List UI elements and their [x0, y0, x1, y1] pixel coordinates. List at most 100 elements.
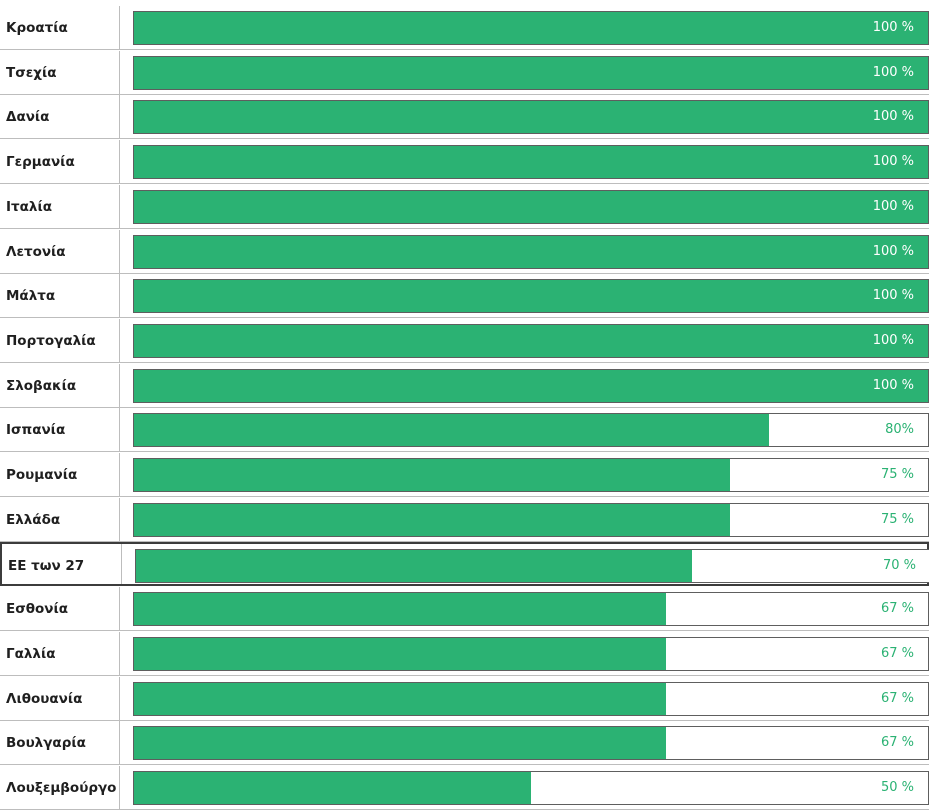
chart-row: Ρουμανία 75 % — [0, 453, 929, 497]
chart-row: Βουλγαρία 67 % — [0, 721, 929, 766]
value-label: 100 % — [872, 20, 914, 35]
chart-row: Δανία 100 % — [0, 95, 929, 140]
category-label: Κροατία — [6, 20, 68, 36]
chart-row: Ελλάδα 75 % — [0, 497, 929, 542]
row-divider — [119, 50, 120, 94]
value-label: 75 % — [880, 467, 914, 482]
value-label: 70 % — [882, 558, 916, 574]
chart-row: Ιταλία 100 % — [0, 184, 929, 229]
category-label: Σλοβακία — [6, 377, 77, 394]
bar — [134, 414, 770, 447]
category-label: Ισπανία — [6, 422, 66, 439]
chart-row: Μάλτα 100 % — [0, 274, 929, 319]
row-divider — [119, 721, 120, 765]
category-label: Τσεχία — [6, 64, 57, 81]
value-label: 100 % — [872, 64, 914, 80]
chart-row: Λουξεμβούργο 50 % — [0, 765, 929, 810]
category-label: Μάλτα — [6, 288, 56, 305]
value-label: 67 % — [880, 645, 914, 661]
row-divider — [119, 318, 120, 362]
bar-track: 100 % — [133, 55, 929, 90]
bar — [134, 101, 928, 134]
chart-row: Γερμανία 100 % — [0, 140, 929, 185]
value-label: 100 % — [872, 243, 914, 259]
category-label: Λιθουανία — [6, 690, 83, 707]
bar-track: 100 % — [133, 11, 929, 45]
value-label: 80% — [885, 422, 914, 438]
bar-track: 100 % — [133, 145, 929, 180]
bar — [134, 593, 666, 626]
category-label: Βουλγαρία — [6, 735, 86, 752]
value-label: 75 % — [880, 511, 914, 527]
value-label: 67 % — [880, 601, 914, 617]
bar-track: 100 % — [133, 100, 929, 135]
bar — [134, 459, 730, 491]
bar-track: 67 % — [133, 592, 929, 627]
category-label: Ελλάδα — [6, 511, 61, 528]
chart-row: Λετονία 100 % — [0, 229, 929, 274]
row-divider — [119, 408, 120, 452]
row-divider — [119, 140, 120, 184]
bar-track: 67 % — [133, 636, 929, 671]
row-divider — [119, 587, 120, 631]
bar — [134, 369, 928, 402]
bar — [136, 550, 692, 583]
chart-row: Γαλλία 67 % — [0, 631, 929, 676]
bar — [134, 280, 928, 313]
category-label: ΕΕ των 27 — [8, 558, 85, 575]
bar-track: 100 % — [133, 323, 929, 358]
category-label: Γερμανία — [6, 154, 75, 171]
chart-row: Σλοβακία 100 % — [0, 363, 929, 408]
bar-track: 67 % — [133, 681, 929, 716]
row-divider — [119, 184, 120, 228]
row-divider — [121, 544, 122, 585]
row-divider — [119, 765, 120, 809]
row-divider — [119, 229, 120, 273]
bar-track: 100 % — [133, 279, 929, 314]
chart-row: Ισπανία 80% — [0, 408, 929, 453]
value-label: 100 % — [872, 332, 914, 348]
bar-track: 70 % — [135, 549, 929, 584]
bar — [134, 637, 666, 670]
bar — [134, 56, 928, 89]
value-label: 50 % — [880, 779, 914, 795]
bar-track: 50 % — [133, 770, 929, 805]
bar-track: 75 % — [133, 502, 929, 537]
bar-track: 100 % — [133, 189, 929, 224]
value-label: 100 % — [872, 198, 914, 214]
row-divider — [119, 631, 120, 675]
category-label: Λετονία — [6, 243, 66, 260]
value-label: 67 % — [880, 735, 914, 751]
chart-row: Εσθονία 67 % — [0, 587, 929, 632]
bar — [134, 771, 531, 804]
bar — [134, 727, 666, 760]
row-divider — [119, 676, 120, 720]
value-label: 100 % — [872, 377, 914, 393]
value-label: 100 % — [872, 109, 914, 125]
value-label: 100 % — [872, 154, 914, 170]
bar — [134, 503, 730, 536]
row-divider — [119, 497, 120, 541]
bar — [134, 146, 928, 179]
bar-track: 100 % — [133, 234, 929, 269]
category-label: Εσθονία — [6, 601, 69, 618]
chart-row: Λιθουανία 67 % — [0, 676, 929, 721]
bar-track: 100 % — [133, 368, 929, 403]
bar — [134, 324, 928, 357]
bar — [134, 235, 928, 268]
row-divider — [119, 274, 120, 318]
row-divider — [119, 363, 120, 407]
category-label: Λουξεμβούργο — [6, 779, 117, 796]
bar-track: 80% — [133, 413, 929, 448]
category-label: Ρουμανία — [6, 467, 78, 483]
category-label: Ιταλία — [6, 198, 52, 215]
bar — [134, 682, 666, 715]
category-label: Δανία — [6, 109, 50, 126]
bar-track: 67 % — [133, 726, 929, 761]
value-label: 67 % — [880, 690, 914, 706]
bar — [134, 12, 928, 44]
chart-row: Κροατία 100 % — [0, 6, 929, 50]
category-label: Γαλλία — [6, 645, 56, 662]
row-divider — [119, 453, 120, 496]
